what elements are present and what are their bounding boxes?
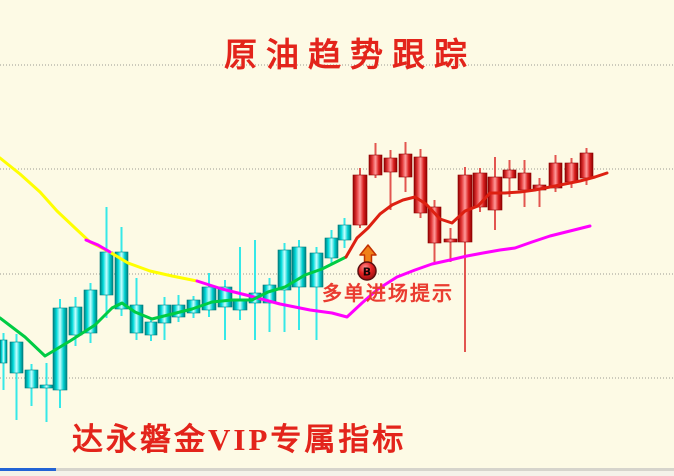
candle-body bbox=[39, 384, 54, 389]
candle-body bbox=[368, 154, 383, 176]
vip-watermark: 达永磐金VIP专属指标 bbox=[72, 422, 407, 457]
candle-body bbox=[144, 321, 158, 336]
red-trend-line bbox=[344, 171, 609, 259]
candle-body bbox=[83, 289, 98, 334]
buy-ball-letter: B bbox=[363, 266, 371, 279]
scrollbar-thumb[interactable] bbox=[0, 468, 56, 471]
horizontal-scrollbar bbox=[0, 468, 674, 476]
candle-body bbox=[324, 237, 339, 259]
candle-body bbox=[9, 341, 24, 374]
candle-body bbox=[68, 306, 83, 336]
magenta-ma-line bbox=[195, 224, 592, 319]
buy-arrow-icon bbox=[359, 244, 377, 264]
candles bbox=[0, 142, 594, 422]
candle-body bbox=[232, 300, 248, 311]
candle-body bbox=[114, 251, 129, 310]
candle-body bbox=[579, 152, 594, 179]
candle-body bbox=[337, 224, 352, 241]
candle-body bbox=[383, 157, 398, 173]
scrollbar-track[interactable] bbox=[0, 468, 674, 471]
candle-body bbox=[52, 307, 68, 391]
candle-body bbox=[201, 286, 217, 311]
candle-body bbox=[517, 172, 532, 191]
candle-body bbox=[398, 153, 413, 178]
candle-body bbox=[0, 339, 8, 364]
moving-average-lines bbox=[0, 156, 609, 358]
green-trend-line bbox=[0, 255, 348, 358]
gridlines bbox=[0, 64, 674, 379]
buy-signal-marker: B bbox=[357, 244, 377, 281]
candle-body bbox=[548, 162, 563, 189]
chart-title: 原油趋势跟踪 bbox=[224, 38, 476, 74]
candle-body bbox=[564, 162, 579, 183]
candle-body bbox=[99, 251, 114, 296]
buy-ball-icon bbox=[357, 261, 377, 281]
buy-signal-label: 多单进场提示 bbox=[322, 283, 454, 305]
candle-body bbox=[352, 174, 368, 226]
candle-body bbox=[443, 238, 458, 243]
candle-body bbox=[277, 249, 292, 291]
yellow-ma-line bbox=[0, 156, 199, 283]
candle-body bbox=[502, 169, 517, 179]
magenta-ma-crossover-line bbox=[84, 238, 112, 254]
candle-body bbox=[24, 369, 39, 389]
